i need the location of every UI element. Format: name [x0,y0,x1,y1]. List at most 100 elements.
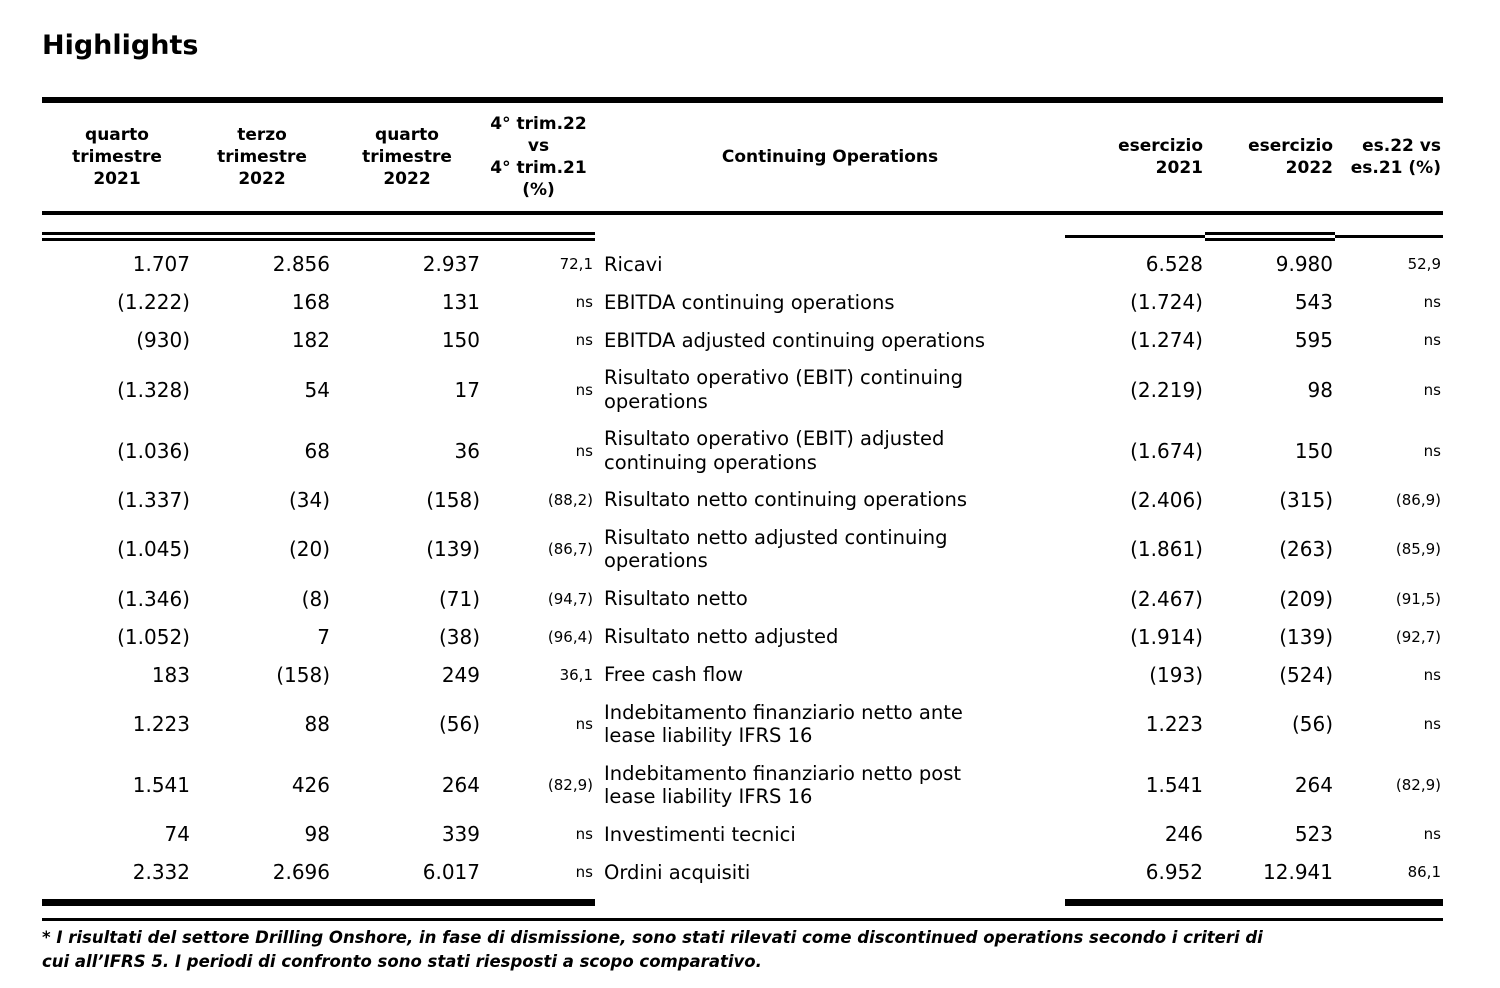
cell-qoq-pct: ns [575,331,593,350]
cell-q4-2021: 183 [151,662,190,687]
right-bottom-rule-cell [1065,891,1443,907]
cell-q4-2022: 150 [441,328,480,353]
cell-qoq-pct: ns [575,715,593,734]
cell-q4-2022: 17 [454,377,480,402]
cell-row-label: Indebitamento finanziario netto post lea… [604,761,962,808]
cell-fy-2021: (1.724) [1130,290,1203,315]
cell-q4-2021: (1.222) [117,290,190,315]
cell-row-label: Risultato netto [604,587,748,611]
right-bottom-bar [1065,899,1443,907]
cell-row-label: Risultato netto continuing operations [604,488,967,512]
left-group-divider-cell [42,213,595,245]
cell-q3-2022: 54 [304,377,330,402]
header-continuing-operations: Continuing Operations [595,100,1065,216]
cell-fy-2021: (2.406) [1130,487,1203,512]
table-row: (930) 182 150 ns EBITDA adjusted continu… [42,321,1443,359]
cell-q4-2021: 1.223 [132,712,190,737]
cell-fy-2021: (1.274) [1130,328,1203,353]
cell-fy-2022: (263) [1279,537,1333,562]
cell-q4-2022: 131 [441,290,480,315]
cell-fy-2022: (315) [1279,487,1333,512]
table-row: (1.052) 7 (38) (96,4) Risultato netto ad… [42,618,1443,656]
cell-q4-2021: (930) [136,328,190,353]
header-yoy-pct: es.22 vs es.21 (%) [1335,100,1443,216]
cell-q4-2021: (1.036) [117,438,190,463]
cell-row-label: EBITDA continuing operations [604,290,895,314]
cell-yoy-pct: ns [1423,331,1441,350]
cell-q4-2021: (1.346) [117,586,190,611]
cell-q3-2022: 98 [304,822,330,847]
header-q4-2022: quarto trimestre 2022 [332,100,482,216]
cell-qoq-pct: ns [575,380,593,399]
cell-q4-2021: (1.045) [117,537,190,562]
table-row: (1.337) (34) (158) (88,2) Risultato nett… [42,481,1443,519]
cell-q4-2021: (1.328) [117,377,190,402]
cell-fy-2022: (209) [1279,586,1333,611]
cell-yoy-pct: (86,9) [1395,490,1441,509]
cell-row-label: Free cash flow [604,663,744,687]
header-row: quarto trimestre 2021 terzo trimestre 20… [42,100,1443,216]
bottom-spacer-cell [595,891,1065,906]
cell-fy-2022: 523 [1294,822,1333,847]
cell-qoq-pct: ns [575,293,593,312]
cell-q3-2022: 168 [291,290,330,315]
cell-q3-2022: 182 [291,328,330,353]
cell-row-label: Risultato operativo (EBIT) adjusted cont… [604,427,945,474]
cell-q4-2022: 249 [441,662,480,687]
cell-row-label: Risultato netto adjusted continuing oper… [604,525,948,573]
cell-q3-2022: (34) [288,487,330,512]
header-fy-2022: esercizio 2022 [1205,100,1335,216]
cell-q4-2021: 1.541 [132,772,190,797]
cell-q4-2022: (139) [426,537,480,562]
cell-q3-2022: (20) [288,537,330,562]
cell-q4-2022: 36 [454,438,480,463]
cell-fy-2022: 150 [1294,438,1333,463]
cell-qoq-pct: ns [575,863,593,882]
cell-yoy-pct: ns [1423,380,1441,399]
divider-spacer-cell [595,213,1065,245]
cell-yoy-pct: ns [1423,293,1441,312]
cell-qoq-pct: 72,1 [559,255,593,274]
cell-row-label: Indebitamento finanziario netto ante lea… [604,700,963,748]
group-divider-row [42,213,1443,245]
cell-q3-2022: 2.856 [272,252,330,277]
table-row: 1.707 2.856 2.937 72,1 Ricavi 6.528 9.98… [42,245,1443,283]
cell-qoq-pct: (86,7) [547,540,593,559]
cell-q4-2022: 339 [441,822,480,847]
footnote-divider [42,918,1443,922]
cell-yoy-pct: ns [1423,441,1441,460]
table-bottom-rule-row [42,891,1443,907]
cell-qoq-pct: ns [575,441,593,460]
cell-q3-2022: 426 [291,772,330,797]
right-rule-segment-yoy [1335,235,1443,239]
cell-row-label: Ricavi [604,252,663,276]
cell-q4-2021: (1.337) [117,487,190,512]
cell-fy-2022: (56) [1291,712,1333,737]
page-title: Highlights [42,30,199,61]
cell-fy-2021: 1.541 [1145,772,1203,797]
cell-yoy-pct: (92,7) [1395,627,1441,646]
table-body: 1.707 2.856 2.937 72,1 Ricavi 6.528 9.98… [42,213,1443,907]
table-row: 1.541 426 264 (82,9) Indebitamento finan… [42,755,1443,816]
table-header: quarto trimestre 2021 terzo trimestre 20… [42,100,1443,216]
cell-yoy-pct: ns [1423,715,1441,734]
cell-q3-2022: 2.696 [272,860,330,885]
cell-fy-2021: (2.467) [1130,586,1203,611]
cell-q4-2022: 6.017 [422,860,480,885]
right-rule-segment-fy2022 [1205,232,1335,242]
table-row: (1.328) 54 17 ns Risultato operativo (EB… [42,359,1443,420]
cell-q4-2022: (38) [438,624,480,649]
cell-q4-2022: 2.937 [422,252,480,277]
cell-fy-2022: 595 [1294,328,1333,353]
cell-fy-2022: (139) [1279,624,1333,649]
right-group-divider-cell [1065,213,1443,245]
table-row: (1.036) 68 36 ns Risultato operativo (EB… [42,420,1443,481]
cell-yoy-pct: (91,5) [1395,589,1441,608]
cell-q4-2021: (1.052) [117,624,190,649]
cell-yoy-pct: ns [1423,825,1441,844]
cell-yoy-pct: (82,9) [1395,775,1441,794]
cell-qoq-pct: (88,2) [547,490,593,509]
cell-yoy-pct: ns [1423,665,1441,684]
cell-fy-2021: (1.674) [1130,438,1203,463]
cell-qoq-pct: ns [575,825,593,844]
